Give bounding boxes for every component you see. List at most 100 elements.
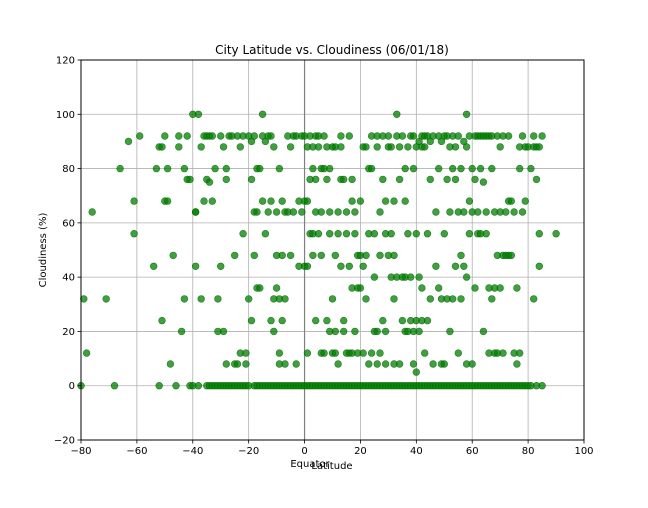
- data-point: [194, 110, 203, 119]
- data-point: [331, 349, 339, 357]
- data-point: [418, 284, 426, 292]
- data-point: [326, 208, 334, 216]
- y-axis-label: Cloudiness (%): [38, 213, 49, 288]
- data-point: [331, 251, 339, 260]
- data-point: [278, 197, 286, 205]
- data-point: [328, 295, 337, 303]
- data-point: [183, 132, 191, 140]
- data-point: [496, 143, 504, 151]
- data-point: [502, 208, 510, 216]
- data-point: [527, 164, 535, 173]
- data-point: [404, 143, 412, 151]
- data-point: [152, 164, 161, 173]
- data-point: [309, 251, 317, 260]
- data-point: [351, 327, 359, 336]
- data-point: [303, 262, 312, 270]
- data-point: [256, 164, 264, 173]
- y-tick-label: 100: [56, 110, 75, 121]
- data-point: [172, 382, 180, 390]
- data-point: [465, 197, 474, 205]
- data-point: [169, 251, 177, 260]
- data-point: [303, 349, 312, 357]
- x-axis-label: Latitude: [311, 461, 352, 472]
- data-point: [175, 143, 183, 151]
- data-point: [446, 208, 454, 216]
- data-point: [200, 197, 208, 205]
- data-point: [345, 132, 353, 140]
- data-point: [314, 230, 323, 238]
- data-point: [242, 349, 250, 357]
- data-point: [513, 284, 521, 292]
- data-point: [326, 230, 334, 238]
- data-point: [194, 382, 203, 390]
- data-point: [166, 360, 175, 368]
- data-point: [211, 164, 219, 173]
- data-point: [231, 251, 239, 260]
- data-point: [208, 132, 217, 140]
- data-point: [412, 368, 420, 376]
- data-point: [158, 143, 166, 151]
- data-point: [314, 143, 323, 151]
- data-point: [435, 284, 443, 292]
- x-tick-label: 40: [410, 446, 423, 457]
- data-point: [449, 295, 457, 303]
- data-point: [474, 208, 482, 216]
- data-point: [161, 132, 169, 140]
- data-point: [529, 295, 538, 303]
- data-point: [482, 230, 490, 238]
- data-point: [401, 164, 409, 173]
- data-point: [435, 164, 443, 173]
- data-point: [515, 349, 524, 357]
- data-point: [426, 175, 434, 184]
- data-point: [518, 208, 527, 216]
- data-point: [468, 360, 476, 368]
- x-tick-label: −40: [182, 446, 203, 457]
- data-point: [454, 349, 462, 357]
- y-tick-label: 80: [62, 164, 75, 175]
- data-point: [412, 230, 420, 238]
- data-point: [208, 197, 217, 205]
- data-point: [376, 208, 384, 216]
- data-point: [180, 164, 189, 173]
- data-point: [267, 197, 275, 205]
- x-tick-label: 100: [574, 446, 593, 457]
- data-point: [205, 178, 214, 186]
- data-point: [267, 132, 275, 140]
- data-point: [381, 327, 390, 336]
- data-point: [451, 143, 460, 151]
- data-point: [219, 143, 228, 151]
- data-point: [507, 251, 515, 260]
- data-point: [379, 175, 387, 184]
- data-point: [407, 273, 415, 281]
- data-point: [415, 327, 423, 336]
- data-point: [451, 175, 460, 184]
- data-point: [373, 327, 381, 336]
- data-point: [504, 132, 513, 140]
- data-point: [515, 164, 524, 173]
- data-point: [348, 175, 356, 184]
- data-point: [82, 349, 91, 357]
- data-point: [253, 208, 261, 216]
- data-point: [250, 132, 259, 140]
- data-point: [398, 132, 407, 140]
- data-point: [155, 382, 163, 390]
- data-point: [390, 197, 398, 205]
- data-point: [116, 164, 124, 173]
- data-point: [320, 349, 328, 357]
- data-point: [421, 349, 429, 357]
- data-point: [312, 175, 320, 184]
- data-point: [356, 284, 365, 292]
- y-tick-label: 40: [62, 273, 75, 284]
- data-point: [496, 284, 504, 292]
- data-point: [379, 316, 387, 325]
- data-point: [401, 197, 409, 205]
- data-point: [334, 208, 342, 216]
- data-point: [465, 230, 474, 238]
- data-point: [471, 175, 479, 184]
- data-point: [423, 316, 432, 325]
- data-point: [217, 132, 225, 140]
- data-point: [365, 360, 373, 368]
- data-point: [395, 143, 404, 151]
- data-point: [381, 197, 390, 205]
- data-point: [376, 349, 384, 357]
